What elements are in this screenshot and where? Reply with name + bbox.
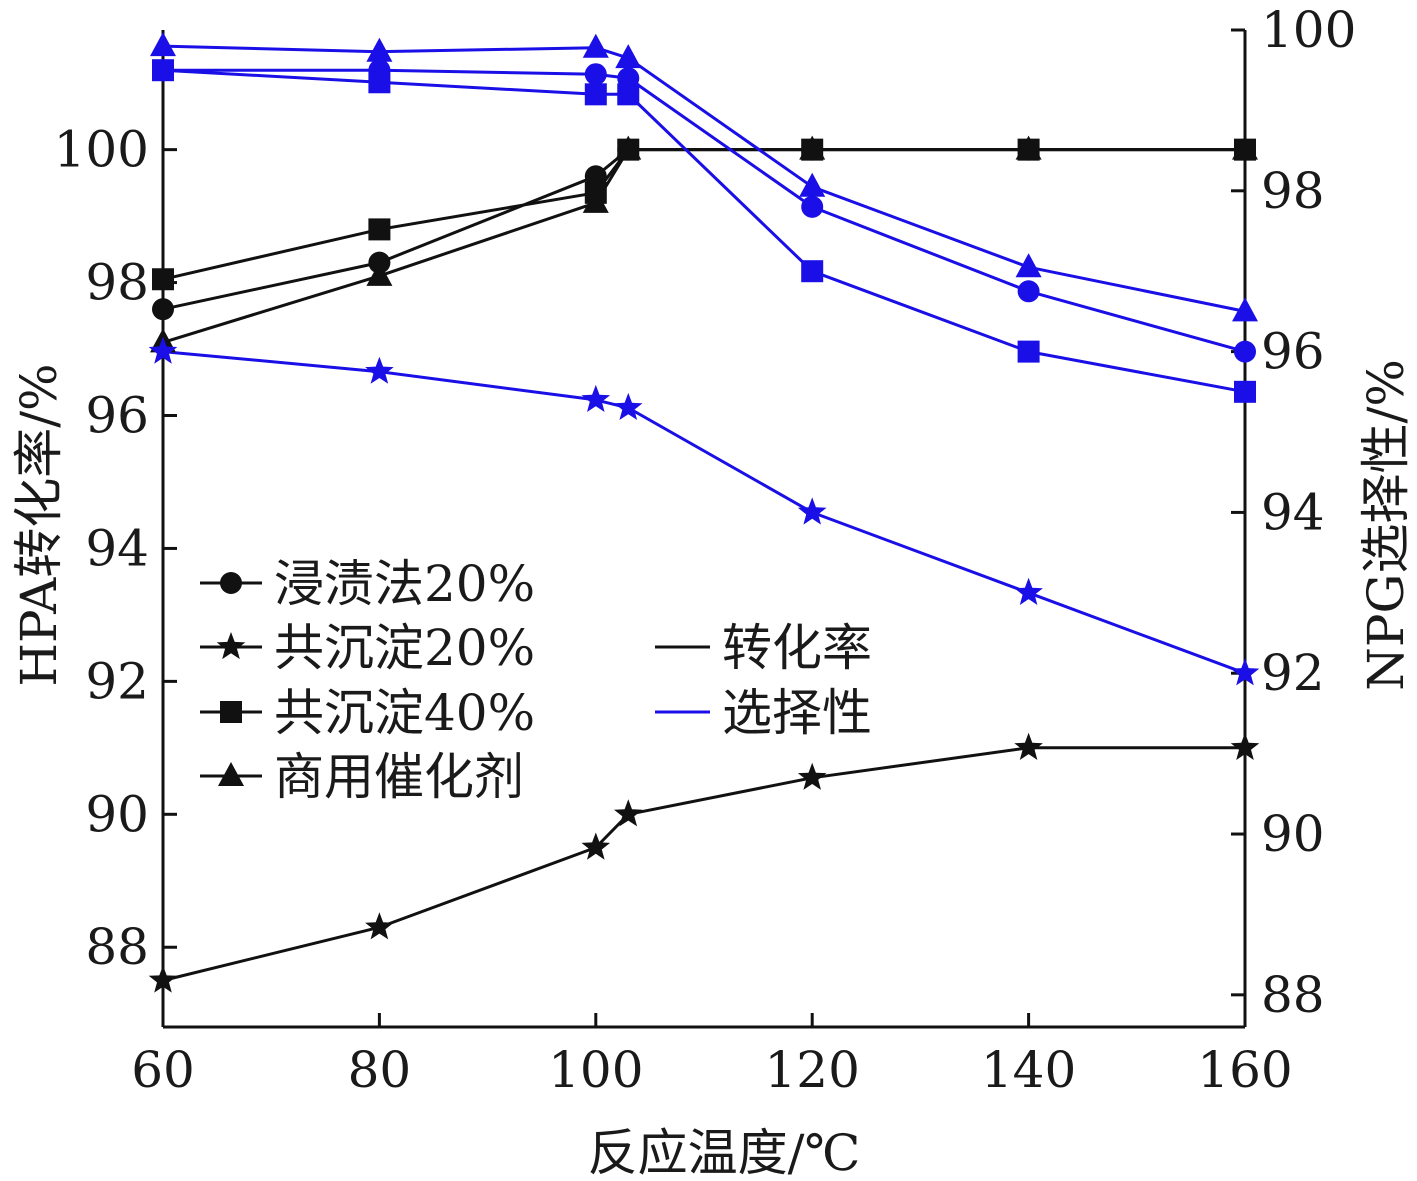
- data-point-conversion-triangle: [615, 135, 642, 160]
- data-point-selectivity-star: [1014, 577, 1043, 605]
- legend-marker-star: [216, 632, 246, 660]
- data-point-selectivity-triangle: [1232, 297, 1258, 322]
- series-line-conversion-triangle: [162, 148, 1245, 344]
- data-point-conversion-triangle: [582, 188, 609, 213]
- left-y-tick-label: 100: [54, 121, 149, 179]
- right-y-tick-label: 96: [1261, 323, 1325, 381]
- data-point-conversion-square: [368, 218, 391, 241]
- legend-label-conversion: 转化率: [722, 619, 872, 677]
- data-point-selectivity-star: [581, 384, 611, 412]
- right-y-tick-label: 90: [1261, 805, 1325, 863]
- right-y-tick-label: 92: [1261, 644, 1325, 702]
- data-point-conversion-star: [797, 762, 827, 790]
- data-point-conversion-star: [1230, 732, 1260, 760]
- data-point-selectivity-square: [368, 71, 391, 94]
- data-point-selectivity-triangle: [366, 37, 393, 62]
- legend-label: 浸渍法20%: [274, 555, 535, 613]
- x-tick-label: 80: [348, 1041, 412, 1099]
- legend-label-selectivity: 选择性: [722, 684, 872, 742]
- x-tick-label: 140: [981, 1041, 1076, 1099]
- left-y-tick-label: 98: [85, 254, 149, 312]
- right-y-tick-label: 100: [1261, 1, 1356, 59]
- series-line-selectivity-triangle: [162, 44, 1246, 313]
- data-point-selectivity-star: [148, 336, 178, 364]
- ticks: 60 80 100 120 140 160 88 90 92 94 96 98 100 88 90 92 94 9…: [54, 1, 1357, 1099]
- x-tick-label: 100: [548, 1041, 643, 1099]
- left-y-tick-label: 92: [85, 652, 149, 710]
- data-point-conversion-circle: [584, 165, 607, 188]
- axes: [161, 30, 1247, 1029]
- left-y-tick-label: 96: [85, 387, 149, 445]
- data-point-conversion-triangle: [799, 135, 826, 160]
- data-point-selectivity-circle: [1234, 340, 1256, 363]
- x-axis-title: 反应温度/℃: [588, 1124, 861, 1181]
- data-point-selectivity-star: [614, 392, 643, 420]
- data-point-conversion-triangle: [1232, 135, 1258, 160]
- data-point-selectivity-triangle: [615, 44, 642, 69]
- right-y-tick-label: 88: [1261, 966, 1325, 1024]
- data-point-conversion-star: [1014, 732, 1043, 760]
- x-tick-label: 160: [1197, 1041, 1292, 1099]
- data-point-selectivity-triangle: [582, 33, 609, 58]
- series-line-conversion-circle: [162, 148, 1245, 311]
- data-point-selectivity-square: [152, 59, 174, 82]
- data-point-conversion-circle: [152, 298, 174, 321]
- legend-label: 共沉淀20%: [274, 619, 535, 677]
- data-point-conversion-star: [581, 832, 611, 860]
- right-y-tick-label: 98: [1261, 162, 1325, 220]
- x-tick-label: 60: [131, 1041, 195, 1099]
- legend-marker-triangle: [218, 762, 244, 786]
- data-point-selectivity-triangle: [799, 172, 826, 197]
- data-point-selectivity-square: [801, 260, 824, 283]
- data-point-selectivity-square: [1017, 340, 1040, 363]
- data-point-selectivity-triangle: [1015, 253, 1042, 278]
- data-point-conversion-triangle: [1015, 135, 1042, 160]
- markers-layer: [148, 32, 1260, 993]
- data-point-selectivity-triangle: [150, 32, 176, 57]
- data-point-selectivity-square: [617, 83, 640, 106]
- legend-label: 共沉淀40%: [274, 684, 535, 742]
- right-y-tick-label: 94: [1261, 483, 1325, 541]
- data-point-selectivity-circle: [801, 195, 824, 218]
- data-point-selectivity-square: [584, 83, 607, 106]
- data-point-conversion-star: [614, 799, 643, 827]
- data-point-conversion-triangle: [366, 261, 393, 286]
- left-y-tick-label: 94: [85, 519, 149, 577]
- left-y-tick-label: 88: [85, 918, 149, 976]
- legend-marker-circle: [220, 572, 242, 594]
- series-layer: [162, 44, 1246, 982]
- right-y-axis-title: NPG选择性/%: [1357, 359, 1415, 691]
- data-point-selectivity-circle: [584, 63, 607, 86]
- left-y-axis-title: HPA转化率/%: [10, 363, 68, 686]
- data-point-selectivity-star: [797, 497, 827, 525]
- data-point-conversion-square: [152, 268, 174, 291]
- data-point-conversion-star: [365, 912, 394, 940]
- legend-label: 商用催化剂: [274, 748, 524, 806]
- data-point-selectivity-circle: [1017, 280, 1040, 303]
- legend-marker-square: [220, 701, 242, 723]
- data-point-conversion-star: [148, 965, 178, 993]
- left-y-tick-label: 90: [85, 785, 149, 843]
- data-point-selectivity-square: [1234, 380, 1256, 403]
- x-tick-label: 120: [764, 1041, 859, 1099]
- data-point-selectivity-star: [365, 356, 394, 384]
- data-point-selectivity-star: [1230, 658, 1260, 686]
- series-line-selectivity-square: [162, 68, 1246, 394]
